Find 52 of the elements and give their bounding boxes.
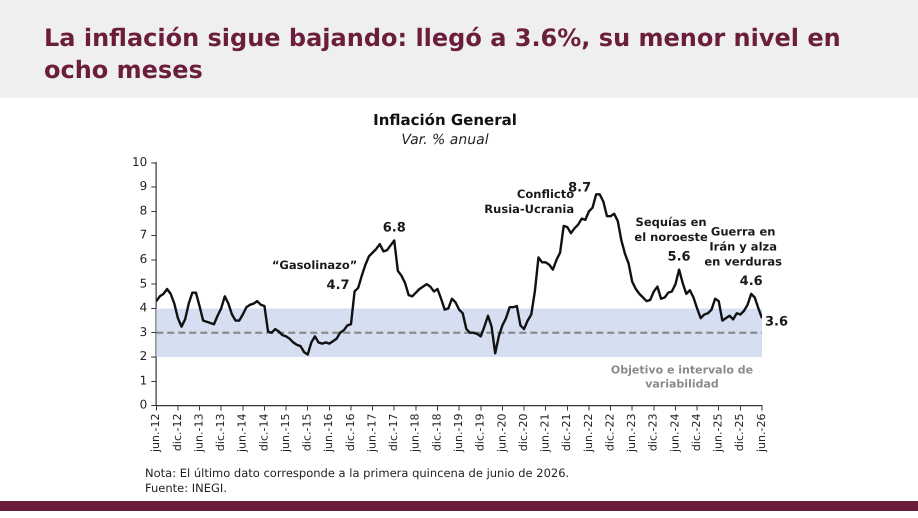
chart-subtitle: Inflación General — [373, 110, 517, 129]
x-tick-label: dic.-20 — [516, 414, 530, 452]
y-tick-label: 5 — [140, 276, 148, 290]
y-tick-label: 4 — [140, 300, 148, 315]
annotation: “Gasolinazo” — [272, 258, 358, 272]
source-note: Fuente: INEGI. — [145, 481, 228, 496]
x-tick-label: dic.-22 — [603, 414, 616, 452]
x-tick-label: jun.-18 — [408, 414, 422, 454]
x-tick-label: dic.-19 — [474, 414, 487, 452]
annotation: 5.6 — [668, 249, 691, 264]
y-tick-label: 6 — [140, 252, 148, 266]
x-tick-label: dic.-25 — [733, 414, 746, 452]
x-tick-label: jun.-21 — [538, 414, 552, 454]
x-tick-label: dic.-13 — [214, 414, 228, 452]
x-tick-label: dic.-15 — [300, 414, 314, 452]
x-tick-label: jun.-16 — [322, 414, 336, 454]
y-tick-label: 0 — [140, 398, 148, 412]
x-tick-label: jun.-25 — [712, 414, 725, 454]
x-tick-label: jun.-13 — [192, 414, 206, 454]
x-tick-label: jun.-22 — [582, 414, 595, 454]
band-label: Objetivo e intervalo de variabilidad — [610, 363, 754, 390]
x-tick-label: dic.-16 — [344, 414, 357, 452]
x-tick-label: dic.-23 — [646, 414, 660, 452]
y-tick-label: 3 — [140, 324, 148, 339]
annotation: 6.8 — [382, 220, 406, 236]
annotation: 4.6 — [740, 274, 763, 289]
x-tick-label: dic.-17 — [387, 414, 400, 452]
x-tick-label: jun.-19 — [452, 414, 465, 454]
x-tick-label: jun.-24 — [668, 414, 682, 454]
x-tick-label: jun.-23 — [625, 414, 638, 454]
annotation: 4.7 — [326, 278, 350, 293]
x-tick-label: jun.-17 — [365, 414, 378, 454]
y-tick-label: 8 — [140, 203, 148, 218]
y-tick-label: 1 — [140, 373, 148, 388]
x-tick-label: jun.-15 — [278, 414, 292, 454]
x-tick-label: jun.-26 — [754, 414, 768, 454]
x-tick-label: jun.-14 — [236, 414, 249, 454]
y-tick-label: 7 — [140, 228, 148, 242]
x-tick-label: jun.-12 — [149, 414, 162, 454]
x-tick-label: dic.-18 — [430, 414, 444, 452]
annotation: 3.6 — [765, 314, 788, 330]
y-tick-label: 10 — [132, 154, 148, 169]
x-tick-label: dic.-24 — [690, 414, 703, 452]
chart-title: La inflación sigue bajando: llegó a 3.6%, su menor nivel en ocho meses — [44, 23, 842, 86]
text: Nota: El último dato corresponde a la primera quincena de junio de 2026. — [145, 466, 570, 481]
y-axis-title: Var. % anual — [401, 132, 489, 148]
y-tick-label: 2 — [140, 349, 148, 364]
y-tick-label: 9 — [140, 179, 148, 194]
x-tick-label: jun.-20 — [495, 414, 508, 454]
x-tick-label: dic.-14 — [257, 414, 270, 452]
x-tick-label: dic.-12 — [170, 414, 184, 452]
x-tick-label: dic.-21 — [560, 414, 574, 452]
